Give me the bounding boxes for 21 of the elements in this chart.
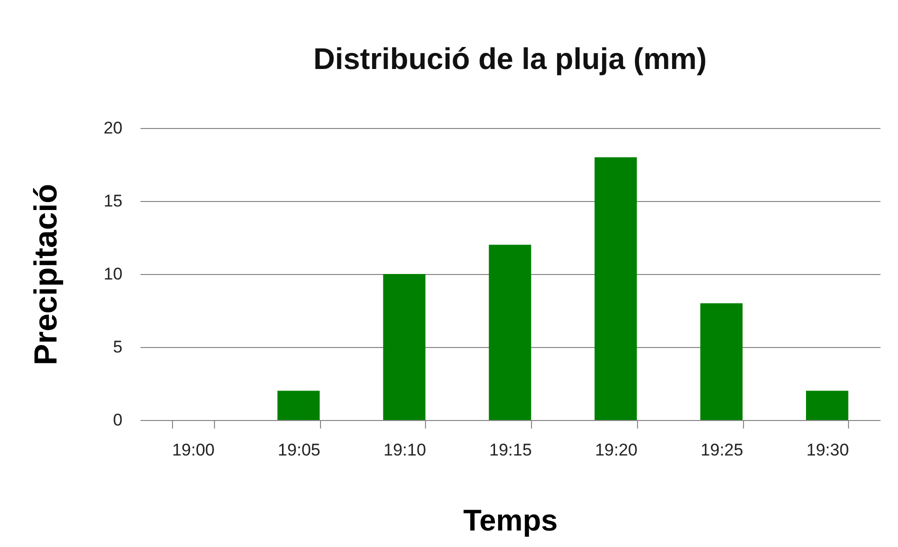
x-tick-label: 19:20 [594, 440, 638, 460]
bar [488, 244, 532, 420]
x-tick-label: 19:15 [489, 440, 532, 460]
y-tick-label: 5 [113, 338, 122, 356]
y-tick-label: 0 [113, 410, 122, 430]
x-tick-label: 19:30 [806, 440, 849, 460]
x-tick-label: 19:00 [172, 440, 215, 460]
bar [383, 274, 426, 420]
y-tick-label: 20 [104, 118, 122, 138]
x-axis-title: Temps [463, 504, 558, 538]
bar [594, 157, 637, 420]
y-axis-title: Precipitació [28, 184, 64, 366]
x-tick-label: 19:05 [278, 440, 320, 460]
bar [277, 390, 320, 420]
bar [806, 390, 848, 420]
x-tick-label: 19:10 [384, 440, 426, 460]
y-tick-label: 15 [104, 192, 122, 210]
bar [700, 303, 743, 420]
x-tick-label: 19:25 [700, 440, 744, 460]
chart-title: Distribució de la pluja (mm) [313, 43, 707, 76]
y-tick-label: 10 [104, 264, 122, 284]
